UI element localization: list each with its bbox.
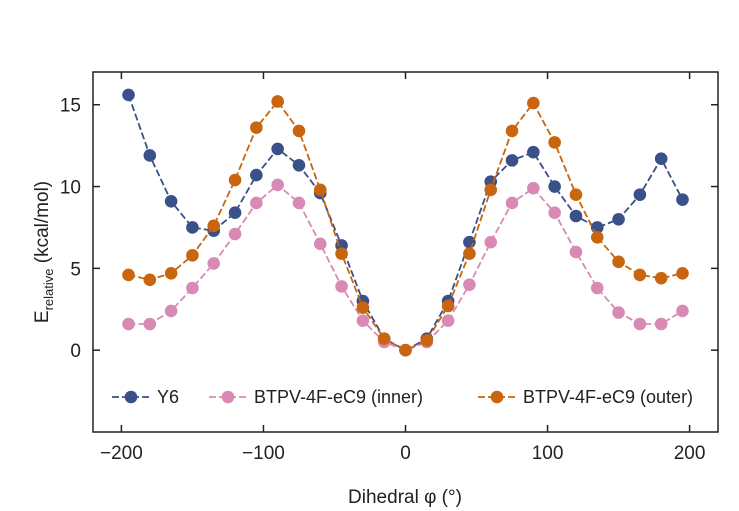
legend-label: BTPV-4F-eC9 (inner) xyxy=(254,387,423,407)
data-point xyxy=(569,209,583,223)
data-point xyxy=(463,278,476,292)
y-axis-title-subscript: relative xyxy=(41,269,56,311)
x-tick-label: −100 xyxy=(242,443,285,464)
data-point xyxy=(654,271,668,285)
data-point xyxy=(164,194,178,208)
data-point xyxy=(377,332,391,346)
data-point xyxy=(505,154,519,167)
data-point xyxy=(569,245,583,259)
data-point xyxy=(676,193,689,206)
data-point xyxy=(207,257,221,270)
data-point xyxy=(143,317,157,331)
legend: Y6 BTPV-4F-eC9 (inner) BTPV-4F-eC9 (outer) xyxy=(112,387,693,407)
data-point xyxy=(186,221,199,234)
data-point xyxy=(122,317,135,331)
data-point xyxy=(271,178,284,192)
x-tick-label: 200 xyxy=(674,443,706,464)
legend-item: BTPV-4F-eC9 (inner) xyxy=(209,387,423,407)
data-point xyxy=(590,281,604,295)
y-axis-title-main: E xyxy=(32,310,53,323)
data-point xyxy=(633,268,647,282)
data-point xyxy=(228,227,242,241)
data-point xyxy=(313,183,327,197)
data-point xyxy=(399,343,412,357)
data-point xyxy=(292,158,306,172)
y-tick-label: 10 xyxy=(60,178,81,199)
legend-item: Y6 xyxy=(112,387,179,407)
series-1 xyxy=(122,88,689,357)
data-point xyxy=(633,188,647,202)
data-point xyxy=(527,96,540,110)
data-point xyxy=(548,180,561,193)
data-point xyxy=(441,299,455,313)
x-tick-label: 0 xyxy=(400,443,411,464)
data-point xyxy=(186,281,199,295)
data-point xyxy=(164,266,178,280)
data-point xyxy=(590,230,604,244)
x-tick-label: −200 xyxy=(100,443,143,464)
data-point xyxy=(484,183,498,197)
data-point xyxy=(122,88,135,102)
data-point xyxy=(122,268,135,282)
data-point xyxy=(292,196,306,210)
data-point xyxy=(505,196,519,210)
data-point xyxy=(356,314,370,328)
data-point xyxy=(271,142,284,156)
data-point xyxy=(527,145,540,159)
y-tick-label: 15 xyxy=(60,96,81,117)
data-point xyxy=(463,247,476,260)
data-point xyxy=(654,152,668,166)
data-point xyxy=(548,136,561,149)
data-point xyxy=(164,304,178,318)
data-point xyxy=(250,168,263,182)
data-point xyxy=(250,121,263,134)
data-point xyxy=(228,173,242,187)
data-point xyxy=(505,124,519,138)
data-point xyxy=(441,314,455,328)
data-point xyxy=(420,334,434,347)
y-axis-title-unit: (kcal/mol) xyxy=(32,181,53,269)
data-point xyxy=(612,306,625,319)
data-point xyxy=(186,248,199,262)
legend-marker xyxy=(490,390,504,404)
y-axis-title: Erelative (kcal/mol) xyxy=(32,181,56,323)
data-point xyxy=(612,212,625,226)
data-point xyxy=(676,304,689,318)
data-point xyxy=(484,235,498,249)
data-point xyxy=(633,317,647,331)
plot-frame xyxy=(92,71,719,433)
data-point xyxy=(335,247,348,260)
data-point xyxy=(569,188,583,202)
x-axis-title: Dihedral φ (°) xyxy=(348,487,462,508)
ticks-group: −200 −100 0 100 200 0 5 10 15 xyxy=(60,72,718,464)
legend-label: BTPV-4F-eC9 (outer) xyxy=(523,387,693,407)
data-point xyxy=(548,206,561,220)
data-point xyxy=(356,301,370,314)
data-point xyxy=(654,317,668,331)
data-point xyxy=(612,255,625,269)
data-point xyxy=(143,273,157,287)
y-tick-label: 5 xyxy=(70,259,81,280)
legend-item: BTPV-4F-eC9 (outer) xyxy=(478,387,693,407)
legend-marker xyxy=(221,390,235,404)
data-point xyxy=(228,206,242,220)
data-point xyxy=(250,196,263,210)
legend-label: Y6 xyxy=(157,387,179,407)
data-point xyxy=(527,181,540,195)
data-point xyxy=(676,266,689,280)
series-layer xyxy=(122,88,689,357)
y-tick-label: 0 xyxy=(70,341,81,362)
data-point xyxy=(335,280,348,293)
data-point xyxy=(292,124,306,138)
legend-marker xyxy=(124,390,138,404)
series-3 xyxy=(122,95,689,357)
x-tick-label: 100 xyxy=(532,443,564,464)
series-line xyxy=(128,183,683,352)
data-point xyxy=(271,95,284,108)
series-2 xyxy=(122,178,689,357)
data-point xyxy=(207,219,221,233)
data-point xyxy=(313,237,327,251)
data-point xyxy=(143,149,157,162)
